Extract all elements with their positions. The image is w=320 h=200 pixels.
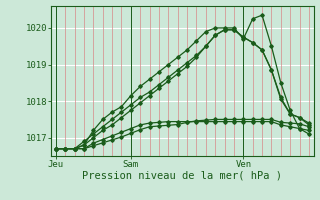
X-axis label: Pression niveau de la mer( hPa ): Pression niveau de la mer( hPa ) [83, 171, 283, 181]
